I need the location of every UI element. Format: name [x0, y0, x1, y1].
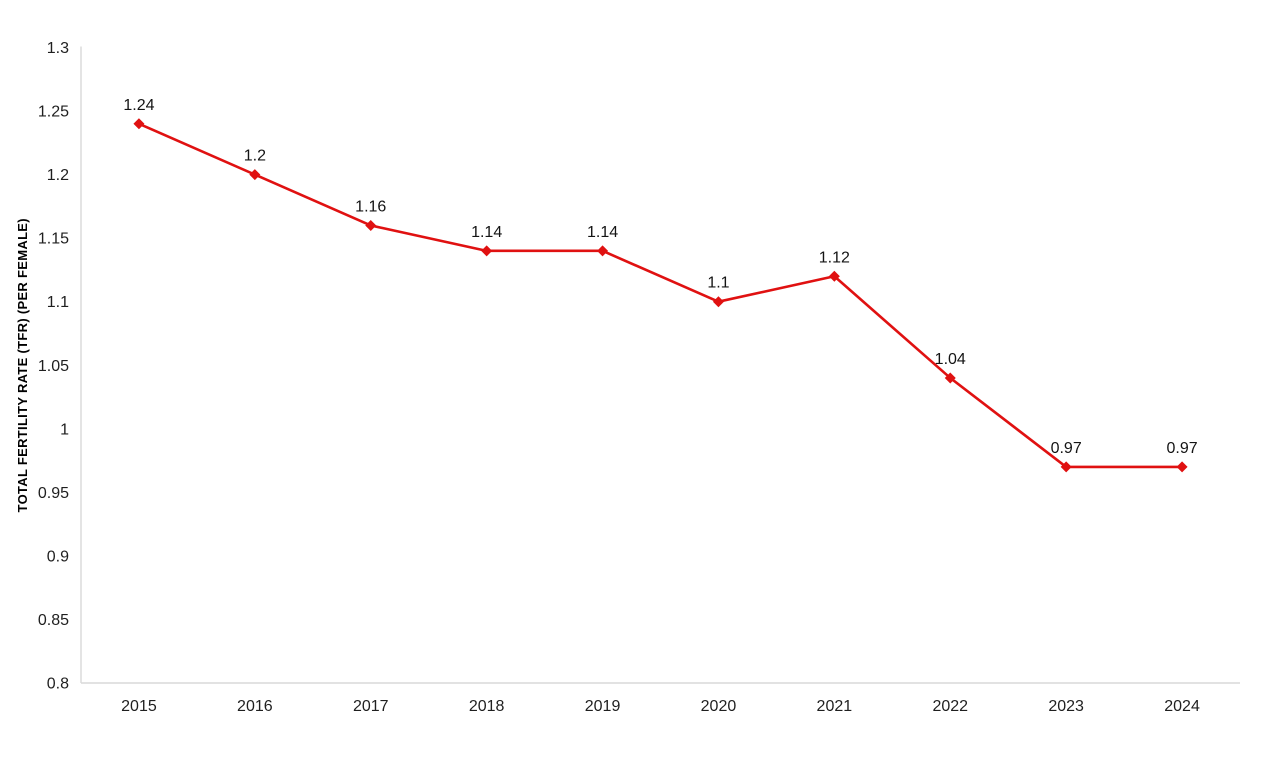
data-point-label: 1.24	[123, 97, 154, 114]
x-axis-label: 2024	[1164, 698, 1200, 715]
data-point-marker[interactable]	[1060, 461, 1072, 473]
y-axis-tick-label: 0.95	[38, 485, 69, 502]
data-point-label: 1.12	[819, 249, 850, 266]
y-axis-tick-label: 1.1	[47, 294, 69, 311]
y-axis-tick-label: 1.15	[38, 231, 69, 248]
y-axis-tick-label: 1.05	[38, 358, 69, 375]
data-point-marker[interactable]	[481, 245, 493, 257]
data-point-label: 1.1	[707, 275, 729, 292]
y-axis-tick-label: 1.2	[47, 167, 69, 184]
data-point-marker[interactable]	[597, 245, 609, 257]
y-axis-tick-label: 1.25	[38, 104, 69, 121]
data-point-marker[interactable]	[249, 169, 261, 181]
y-axis-tick-label: 0.85	[38, 612, 69, 629]
data-point-marker[interactable]	[1176, 461, 1188, 473]
x-axis-label: 2015	[121, 698, 157, 715]
x-axis-label: 2016	[237, 698, 273, 715]
x-axis-label: 2022	[932, 698, 968, 715]
data-point-label: 0.97	[1051, 440, 1082, 457]
data-point-label: 1.2	[244, 148, 266, 165]
x-axis-label: 2019	[585, 698, 621, 715]
series-line	[137, 122, 1184, 469]
data-point-label: 1.14	[471, 224, 502, 241]
data-point-label: 1.16	[355, 198, 386, 215]
x-axis-label: 2021	[817, 698, 853, 715]
data-point-marker[interactable]	[133, 118, 145, 130]
x-axis-label: 2023	[1048, 698, 1084, 715]
y-axis-tick-label: 0.9	[47, 548, 69, 565]
y-axis-tick-label: 0.8	[47, 676, 69, 693]
data-point-label: 0.97	[1166, 440, 1197, 457]
data-point-marker[interactable]	[365, 219, 377, 231]
data-point-label: 1.14	[587, 224, 618, 241]
y-axis-tick-label: 1	[60, 421, 69, 438]
data-point-label: 1.04	[935, 351, 966, 368]
data-point-marker[interactable]	[944, 372, 956, 384]
y-axis-tick-label: 1.3	[47, 40, 69, 57]
x-axis-label: 2018	[469, 698, 505, 715]
x-axis-label: 2020	[701, 698, 737, 715]
x-axis-label: 2017	[353, 698, 389, 715]
data-point-marker[interactable]	[828, 270, 840, 282]
y-axis-title: TOTAL FERTILITY RATE (TFR) (PER FEMALE)	[15, 218, 30, 512]
data-point-marker[interactable]	[712, 296, 724, 308]
